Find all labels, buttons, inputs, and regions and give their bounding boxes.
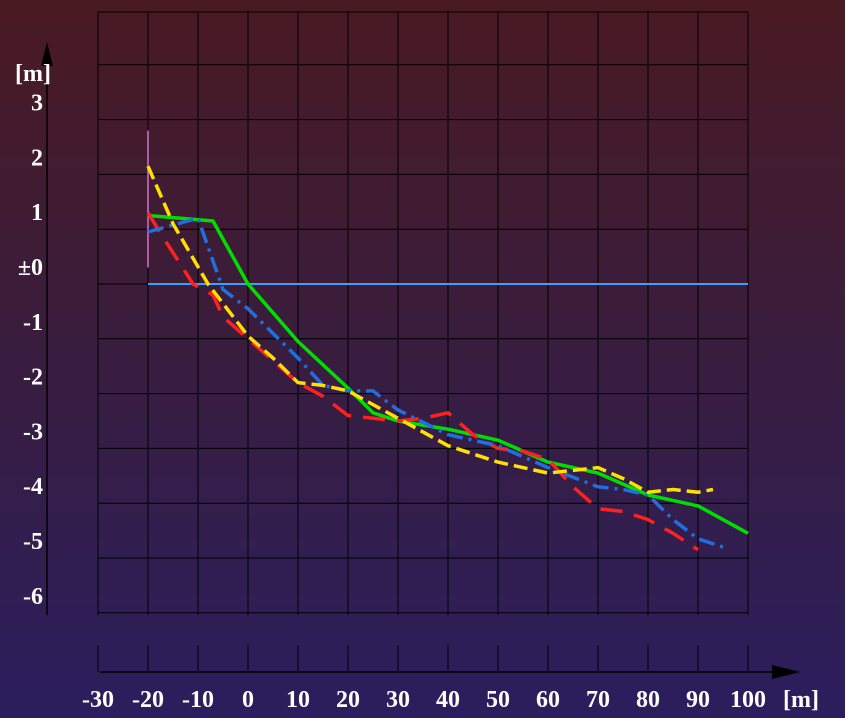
y-tick-label: -3 [23, 419, 43, 445]
x-tick-label: -30 [82, 687, 114, 713]
y-tick-label: -6 [23, 584, 43, 610]
y-tick-label: -1 [23, 310, 43, 336]
y-axis-arrow [41, 42, 53, 66]
y-tick-labels: 3 2 1 ±0 -1 -2 -3 -4 -5 -6 [18, 91, 43, 610]
x-tick-label: 10 [286, 687, 310, 713]
x-tick-label: 70 [586, 687, 610, 713]
x-tick-label: 90 [686, 687, 710, 713]
series-line-2 [146, 211, 699, 552]
y-unit-label: [m] [15, 61, 51, 87]
y-tick-label: 2 [31, 145, 43, 171]
axes [41, 42, 800, 679]
y-tick-label: ±0 [18, 255, 43, 281]
x-tick-labels: -30 -20 -10 0 10 20 30 40 50 60 70 80 90 100 [82, 687, 766, 713]
grid [97, 11, 749, 672]
y-tick-label: 3 [31, 91, 43, 117]
x-tick-label: -10 [182, 687, 214, 713]
x-tick-label: 40 [436, 687, 460, 713]
x-tick-label: 20 [336, 687, 360, 713]
y-tick-label: -2 [23, 365, 43, 391]
x-tick-label: -20 [132, 687, 164, 713]
y-tick-label: 1 [31, 200, 43, 226]
series-line-4 [146, 165, 714, 494]
x-tick-label: 50 [486, 687, 510, 713]
x-unit-label: [m] [783, 687, 819, 713]
x-tick-label: 100 [730, 687, 766, 713]
x-tick-label: 80 [636, 687, 660, 713]
series-line-3 [147, 216, 724, 549]
series-line-1 [147, 213, 749, 535]
y-tick-label: -4 [23, 474, 43, 500]
y-tick-label: -5 [23, 529, 43, 555]
x-tick-label: 30 [386, 687, 410, 713]
x-tick-label: 0 [242, 687, 254, 713]
x-axis-arrow [772, 665, 800, 679]
series-group [146, 165, 749, 552]
x-tick-label: 60 [536, 687, 560, 713]
